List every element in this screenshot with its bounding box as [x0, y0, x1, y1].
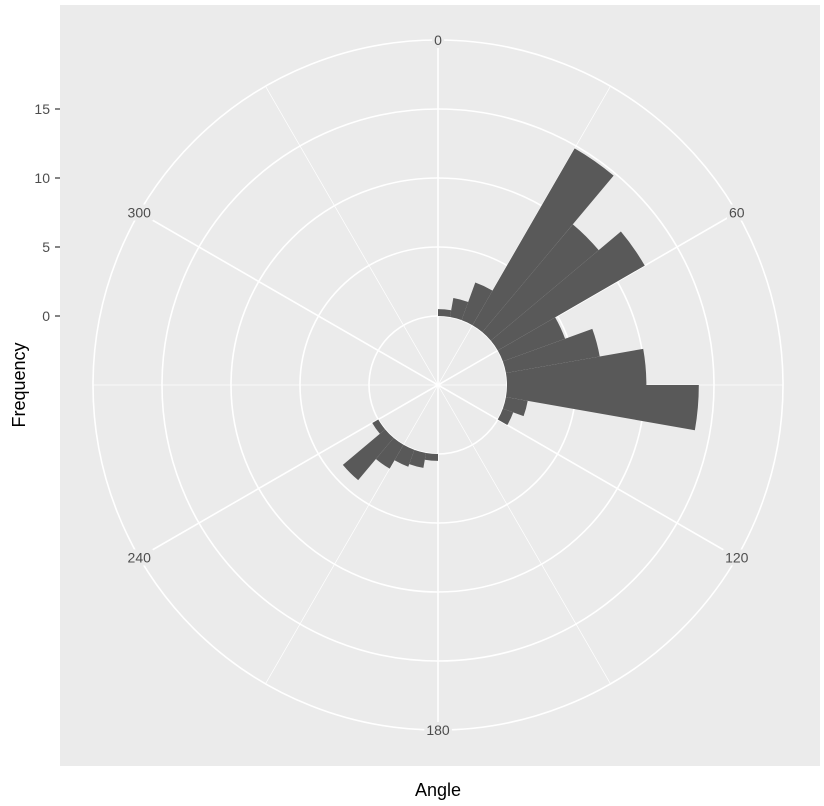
bar: [438, 309, 452, 318]
angle-tick-label-bg: [726, 204, 747, 221]
radial-tick-label: 10: [34, 170, 50, 186]
angle-minor-grid-line: [265, 86, 439, 386]
bar: [490, 231, 645, 351]
angle-grid-line: [437, 384, 738, 559]
bar: [497, 408, 514, 426]
angle-tick-label: 60: [729, 205, 745, 221]
bar: [502, 396, 528, 417]
angle-tick-label: 0: [434, 32, 442, 48]
bar: [394, 444, 415, 467]
angle-grid-line: [138, 384, 439, 559]
angle-tick-label: 240: [128, 550, 152, 566]
y-axis-title: Frequency: [9, 342, 29, 427]
angle-minor-grid-line: [265, 384, 439, 684]
angle-tick-label-bg: [125, 549, 154, 566]
bar: [461, 282, 493, 326]
radial-tick-label: 5: [42, 239, 50, 255]
angle-minor-grid-line: [437, 384, 611, 684]
bar: [505, 385, 699, 431]
angle-tick-label-bg: [125, 204, 154, 221]
bar: [424, 452, 438, 461]
angle-grid-line: [437, 211, 738, 386]
angle-tick-label: 300: [128, 205, 152, 221]
bar: [372, 419, 386, 434]
bar: [375, 437, 404, 469]
angle-tick-label: 120: [725, 550, 749, 566]
angle-tick-label: 180: [426, 722, 450, 738]
bar: [505, 348, 647, 385]
bar: [342, 429, 394, 481]
bar: [482, 224, 599, 341]
bar: [472, 148, 614, 333]
x-axis-title: Angle: [415, 780, 461, 800]
bar: [409, 449, 427, 468]
radial-tick-label: 0: [42, 308, 50, 324]
angle-tick-label-bg: [432, 32, 445, 48]
bars: [342, 148, 699, 481]
angle-tick-label-bg: [723, 549, 751, 566]
angle-tick-labels: 0 60 120 180 240 300: [125, 32, 751, 738]
angle-tick-label-bg: [424, 722, 452, 738]
bar: [449, 298, 469, 321]
bar: [497, 317, 566, 362]
radial-tick-label: 15: [34, 101, 50, 117]
bar: [502, 328, 600, 374]
angle-grid-line: [138, 211, 439, 386]
radial-axis: 0 5 10 15: [34, 101, 60, 324]
